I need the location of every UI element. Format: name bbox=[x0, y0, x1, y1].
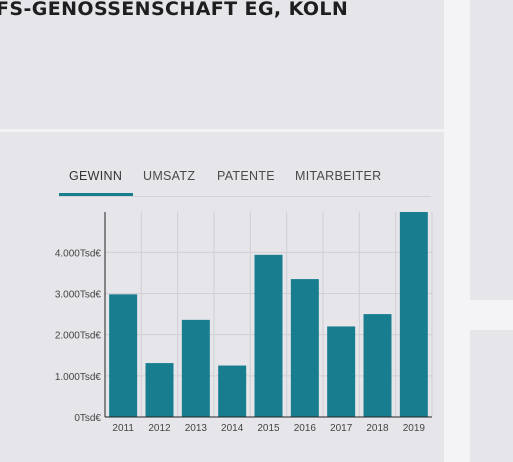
tab-gewinn[interactable]: GEWINN bbox=[69, 169, 123, 183]
section-divider bbox=[0, 129, 444, 132]
tab-umsatz[interactable]: UMSATZ bbox=[143, 169, 196, 183]
x-tick-label: 2012 bbox=[148, 423, 171, 434]
bar-2019 bbox=[399, 212, 428, 417]
tab-patente[interactable]: PATENTE bbox=[217, 169, 275, 183]
main-panel: FS-GENOSSENSCHAFT EG, KÖLN GEWINN UMSATZ… bbox=[0, 0, 444, 462]
x-tick-label: 2011 bbox=[112, 423, 134, 434]
bar-2012 bbox=[145, 363, 174, 417]
y-tick-label: 4.000Tsd€ bbox=[55, 248, 102, 259]
bar-2018 bbox=[363, 314, 392, 417]
bar-2016 bbox=[290, 279, 319, 417]
tab-mitarbeiter[interactable]: MITARBEITER bbox=[295, 169, 382, 183]
x-tick-label: 2017 bbox=[330, 423, 353, 434]
y-tick-label: 1.000Tsd€ bbox=[55, 372, 102, 383]
side-card-top bbox=[470, 0, 513, 300]
y-tick-label: 0Tsd€ bbox=[74, 413, 101, 424]
x-tick-label: 2013 bbox=[185, 423, 208, 434]
x-tick-label: 2016 bbox=[294, 423, 317, 434]
x-tick-label: 2014 bbox=[221, 423, 244, 434]
company-title: FS-GENOSSENSCHAFT EG, KÖLN bbox=[0, 0, 349, 20]
x-tick-label: 2015 bbox=[257, 423, 280, 434]
bar-2014 bbox=[218, 365, 247, 417]
bar-2015 bbox=[254, 254, 283, 417]
y-tick-label: 2.000Tsd€ bbox=[55, 331, 102, 342]
x-tick-label: 2018 bbox=[366, 423, 389, 434]
y-tick-label: 3.000Tsd€ bbox=[55, 290, 102, 301]
chart-tabs: GEWINN UMSATZ PATENTE MITARBEITER bbox=[59, 160, 431, 197]
bar-2013 bbox=[181, 319, 210, 417]
bar-2017 bbox=[327, 326, 356, 417]
bar-2011 bbox=[109, 294, 138, 417]
profit-bar-chart: 0Tsd€ 1.000Tsd€ 2.000Tsd€ 3.000Tsd€ 4.000Tsd… bbox=[55, 212, 433, 434]
active-tab-indicator bbox=[59, 193, 133, 196]
side-card-bottom bbox=[470, 330, 513, 462]
x-tick-label: 2019 bbox=[403, 423, 426, 434]
